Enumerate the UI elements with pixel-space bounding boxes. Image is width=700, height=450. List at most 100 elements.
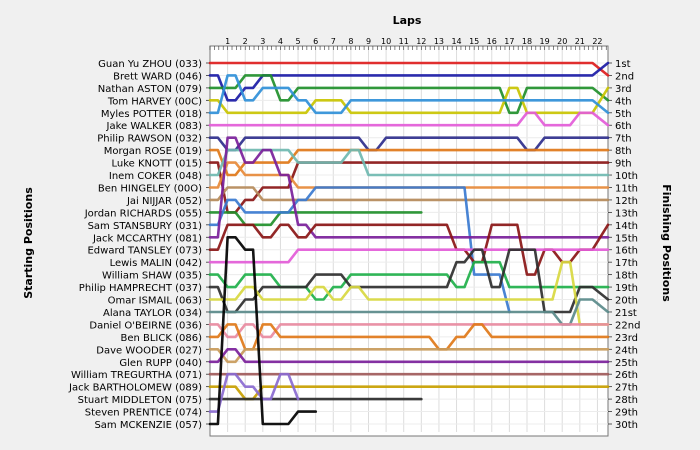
lap-tick-label: 20 <box>557 37 567 46</box>
lap-tick-label: 10 <box>381 37 391 46</box>
series-line <box>208 236 317 426</box>
driver-name-label: Edward TANSLEY (073) <box>87 246 202 257</box>
driver-name-label: William TREGURTHA (071) <box>71 370 202 381</box>
series-line <box>208 186 511 314</box>
series-line <box>208 348 610 364</box>
lap-tick-label: 15 <box>469 37 479 46</box>
finishing-position-label: 12th <box>615 196 638 207</box>
driver-name-label: Ben BLICK (086) <box>120 333 202 344</box>
finishing-position-label: 18th <box>615 271 638 282</box>
lap-tick-label: 1 <box>225 37 230 46</box>
driver-name-label: Omar ISMAIL (063) <box>108 296 202 307</box>
series-line <box>208 74 610 115</box>
finishing-position-label: 14th <box>615 221 638 232</box>
lap-tick-label: 11 <box>399 37 409 46</box>
driver-name-label: Sam STANSBURY (031) <box>88 221 203 232</box>
lap-tick-label: 22 <box>592 37 602 46</box>
lap-tick-label: 12 <box>416 37 426 46</box>
plot-area: 1 2 3 4 5 6 7 8 9 10 11 12 13 14 15 16 17 18 19 20 21 221st2n… <box>68 37 640 437</box>
chart-title: Laps <box>393 14 422 27</box>
series-line <box>208 61 610 77</box>
lap-tick-label: 16 <box>487 37 497 46</box>
series-line <box>208 161 610 214</box>
finishing-position-label: 11th <box>615 183 638 194</box>
series-line <box>208 136 610 239</box>
finishing-position-label: 23rd <box>615 333 638 344</box>
driver-name-label: Myles POTTER (018) <box>101 109 202 120</box>
driver-name-label: Alana TAYLOR (034) <box>103 308 202 319</box>
finishing-position-label: 8th <box>615 146 632 157</box>
driver-name-label: Inem COKER (048) <box>109 171 202 182</box>
series-line <box>208 186 610 202</box>
series-line <box>208 223 610 276</box>
series-line <box>208 248 610 314</box>
series-line <box>208 61 610 102</box>
finishing-position-label: 28th <box>615 395 638 406</box>
lap-tick-label: 17 <box>504 37 514 46</box>
finishing-position-label: 10th <box>615 171 638 182</box>
finishing-position-label: 24th <box>615 345 638 356</box>
driver-name-label: Stuart MIDDLETON (075) <box>78 395 202 406</box>
lap-tick-label: 19 <box>540 37 550 46</box>
lap-tick-label: 8 <box>348 37 353 46</box>
lap-tick-label: 6 <box>313 37 318 46</box>
finishing-position-label: 7th <box>615 134 632 145</box>
series-line <box>208 298 610 326</box>
finishing-position-label: 26th <box>615 370 638 381</box>
left-axis-title: Starting Positions <box>22 187 35 299</box>
driver-name-label: Lewis MALIN (042) <box>110 258 203 269</box>
right-axis-title: Finishing Positions <box>660 184 673 302</box>
finishing-position-label: 19th <box>615 283 638 294</box>
driver-name-label: Jake WALKER (083) <box>106 121 203 132</box>
driver-name-label: Luke KNOTT (015) <box>111 159 202 170</box>
lap-tick-label: 7 <box>331 37 336 46</box>
lap-tick-label: 5 <box>296 37 301 46</box>
series-line <box>208 372 300 413</box>
driver-name-label: Guan Yu ZHOU (033) <box>98 59 202 70</box>
finishing-position-label: 5th <box>615 109 632 120</box>
lap-tick-label: 2 <box>243 37 248 46</box>
driver-name-label: Tom HARVEY (00C) <box>107 96 202 107</box>
driver-name-label: Jack BARTHOLOMEW (089) <box>68 383 202 394</box>
series-line <box>208 323 610 339</box>
lap-tick-label: 18 <box>522 37 532 46</box>
finishing-position-label: 4th <box>615 96 632 107</box>
series-line <box>208 385 610 401</box>
series-line <box>208 148 610 177</box>
finishing-position-label: 29th <box>615 408 638 419</box>
finishing-position-label: 30th <box>615 420 638 431</box>
series-line <box>208 74 610 115</box>
driver-name-label: Morgan ROSE (019) <box>104 146 202 157</box>
finishing-position-label: 21st <box>615 308 637 319</box>
driver-name-label: Nathan ASTON (079) <box>98 84 202 95</box>
lap-tick-label: 14 <box>451 37 461 46</box>
driver-name-label: Jordan RICHARDS (055) <box>84 208 202 219</box>
driver-name-label: Ben HINGELEY (00O) <box>98 183 202 194</box>
lap-tick-label: 3 <box>260 37 265 46</box>
finishing-position-label: 9th <box>615 159 632 170</box>
finishing-position-label: 1st <box>615 59 631 70</box>
series-line <box>208 148 610 177</box>
driver-name-label: Sam MCKENZIE (057) <box>94 420 202 431</box>
lap-tick-label: 13 <box>434 37 444 46</box>
driver-name-label: Brett WARD (046) <box>113 71 202 82</box>
series-line <box>208 260 610 326</box>
driver-name-label: Philip HAMPRECHT (037) <box>79 283 202 294</box>
finishing-position-label: 22nd <box>615 320 640 331</box>
plot-background <box>209 45 609 437</box>
lap-tick-label: 9 <box>366 37 371 46</box>
finishing-position-label: 25th <box>615 358 638 369</box>
finishing-position-label: 2nd <box>615 71 634 82</box>
lap-tick-label: 21 <box>575 37 585 46</box>
lap-tick-label: 4 <box>278 37 283 46</box>
driver-name-label: William SHAW (035) <box>102 271 202 282</box>
finishing-position-label: 13th <box>615 208 638 219</box>
finishing-position-label: 17th <box>615 258 638 269</box>
driver-name-label: Jai NIJJAR (052) <box>126 196 202 207</box>
driver-name-label: Steven PRENTICE (074) <box>85 408 202 419</box>
driver-name-label: Dave WOODER (027) <box>96 345 202 356</box>
series-line <box>208 260 610 301</box>
finishing-position-label: 27th <box>615 383 638 394</box>
series-line <box>208 323 610 351</box>
